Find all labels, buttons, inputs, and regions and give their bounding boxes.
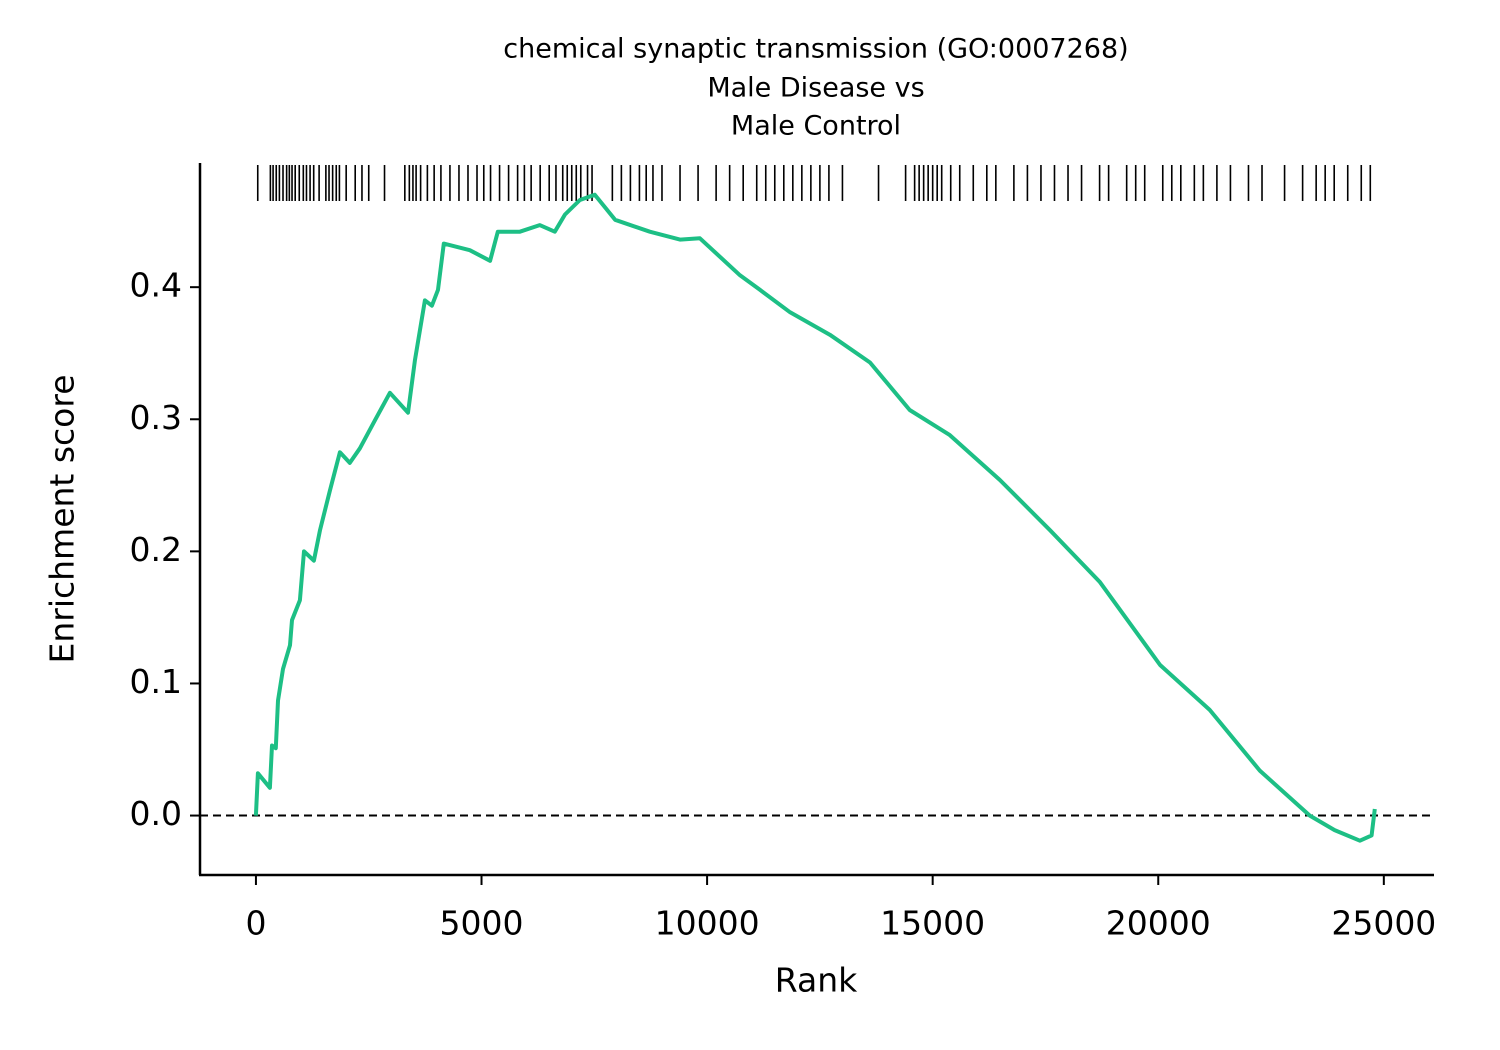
- x-tick-label: 0: [245, 904, 266, 943]
- y-tick-label: 0.4: [130, 266, 182, 305]
- y-tick-label: 0.3: [130, 398, 182, 437]
- x-tick-label: 10000: [655, 904, 760, 943]
- x-tick-label: 20000: [1106, 904, 1211, 943]
- x-axis-label: Rank: [775, 961, 858, 1000]
- chart-title: Male Control: [731, 111, 901, 142]
- enrichment-line: [253, 192, 1377, 843]
- chart-title: chemical synaptic transmission (GO:00072…: [503, 34, 1128, 65]
- y-tick-label: 0.1: [130, 662, 182, 701]
- y-axis-label: Enrichment score: [43, 374, 82, 663]
- chart-title: Male Disease vs: [707, 73, 924, 104]
- y-tick-label: 0.2: [130, 530, 182, 569]
- x-tick-label: 15000: [880, 904, 985, 943]
- x-tick-label: 25000: [1331, 904, 1436, 943]
- x-tick-label: 5000: [440, 904, 524, 943]
- y-tick-label: 0.0: [130, 794, 182, 833]
